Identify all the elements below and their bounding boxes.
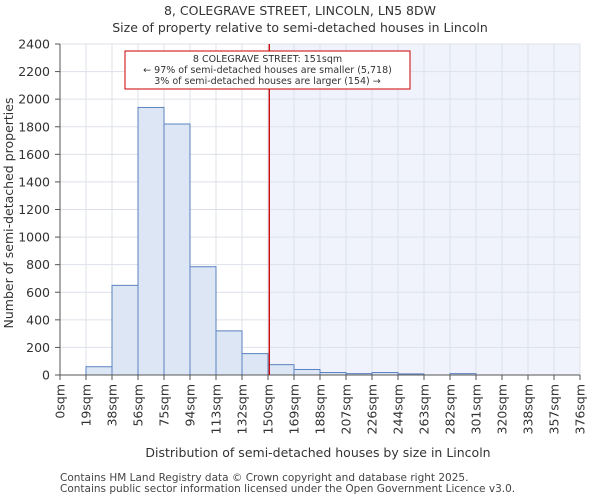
- y-tick-label: 200: [26, 340, 50, 355]
- x-tick-label: 376sqm: [573, 384, 588, 434]
- x-tick-label: 19sqm: [79, 384, 94, 427]
- histogram-bar: [267, 364, 295, 376]
- y-tick-label: 1600: [18, 147, 50, 162]
- x-tick-label: 38sqm: [105, 384, 120, 427]
- x-tick-label: 94sqm: [183, 384, 198, 427]
- x-tick-label: 56sqm: [131, 384, 146, 427]
- y-tick-label: 1000: [18, 230, 50, 245]
- y-tick-label: 2200: [18, 64, 50, 79]
- y-tick-label: 600: [26, 285, 50, 300]
- histogram-bar: [189, 266, 217, 376]
- x-axis-label: Distribution of semi-detached houses by …: [145, 445, 490, 460]
- x-tick-label: 113sqm: [209, 384, 224, 434]
- histogram-bar: [293, 368, 321, 376]
- histogram-bar: [85, 366, 113, 376]
- y-tick-label: 2000: [18, 92, 50, 107]
- x-tick-label: 75sqm: [157, 384, 172, 427]
- annotation-line: ← 97% of semi-detached houses are smalle…: [143, 65, 392, 76]
- annotation-line: 3% of semi-detached houses are larger (1…: [154, 76, 381, 87]
- x-tick-label: 0sqm: [53, 384, 68, 419]
- x-tick-label: 357sqm: [547, 384, 562, 434]
- x-tick-label: 338sqm: [521, 384, 536, 434]
- y-tick-label: 800: [26, 257, 50, 272]
- y-tick-label: 1400: [18, 174, 50, 189]
- y-tick-label: 1200: [18, 202, 50, 217]
- footer-line-1: Contains HM Land Registry data © Crown c…: [60, 472, 469, 484]
- histogram-bar: [241, 353, 269, 376]
- y-tick-label: 400: [26, 312, 50, 327]
- chart-subtitle: Size of property relative to semi-detach…: [112, 20, 488, 35]
- x-tick-label: 263sqm: [417, 384, 432, 434]
- x-tick-label: 169sqm: [287, 384, 302, 434]
- x-tick-label: 226sqm: [365, 384, 380, 434]
- x-tick-label: 150sqm: [261, 384, 276, 434]
- y-axis-label: Number of semi-detached properties: [1, 98, 16, 329]
- footer-line-2: Contains public sector information licen…: [60, 483, 516, 495]
- x-tick-label: 301sqm: [469, 384, 484, 434]
- x-tick-label: 282sqm: [443, 384, 458, 434]
- annotation-box: [124, 50, 411, 90]
- x-tick-label: 244sqm: [391, 384, 406, 434]
- histogram-bar: [215, 330, 243, 376]
- y-tick-label: 1800: [18, 119, 50, 134]
- chart-title: 8, COLEGRAVE STREET, LINCOLN, LN5 8DW: [164, 3, 436, 18]
- annotation-line: 8 COLEGRAVE STREET: 151sqm: [193, 54, 342, 65]
- histogram-bar: [163, 123, 191, 376]
- x-tick-label: 207sqm: [339, 384, 354, 434]
- y-tick-label: 0: [42, 368, 50, 383]
- histogram-bar: [111, 284, 139, 376]
- x-tick-label: 132sqm: [235, 384, 250, 434]
- y-tick-label: 2400: [18, 37, 50, 52]
- histogram-bar: [137, 106, 165, 376]
- x-tick-label: 188sqm: [313, 384, 328, 434]
- x-tick-label: 320sqm: [495, 384, 510, 434]
